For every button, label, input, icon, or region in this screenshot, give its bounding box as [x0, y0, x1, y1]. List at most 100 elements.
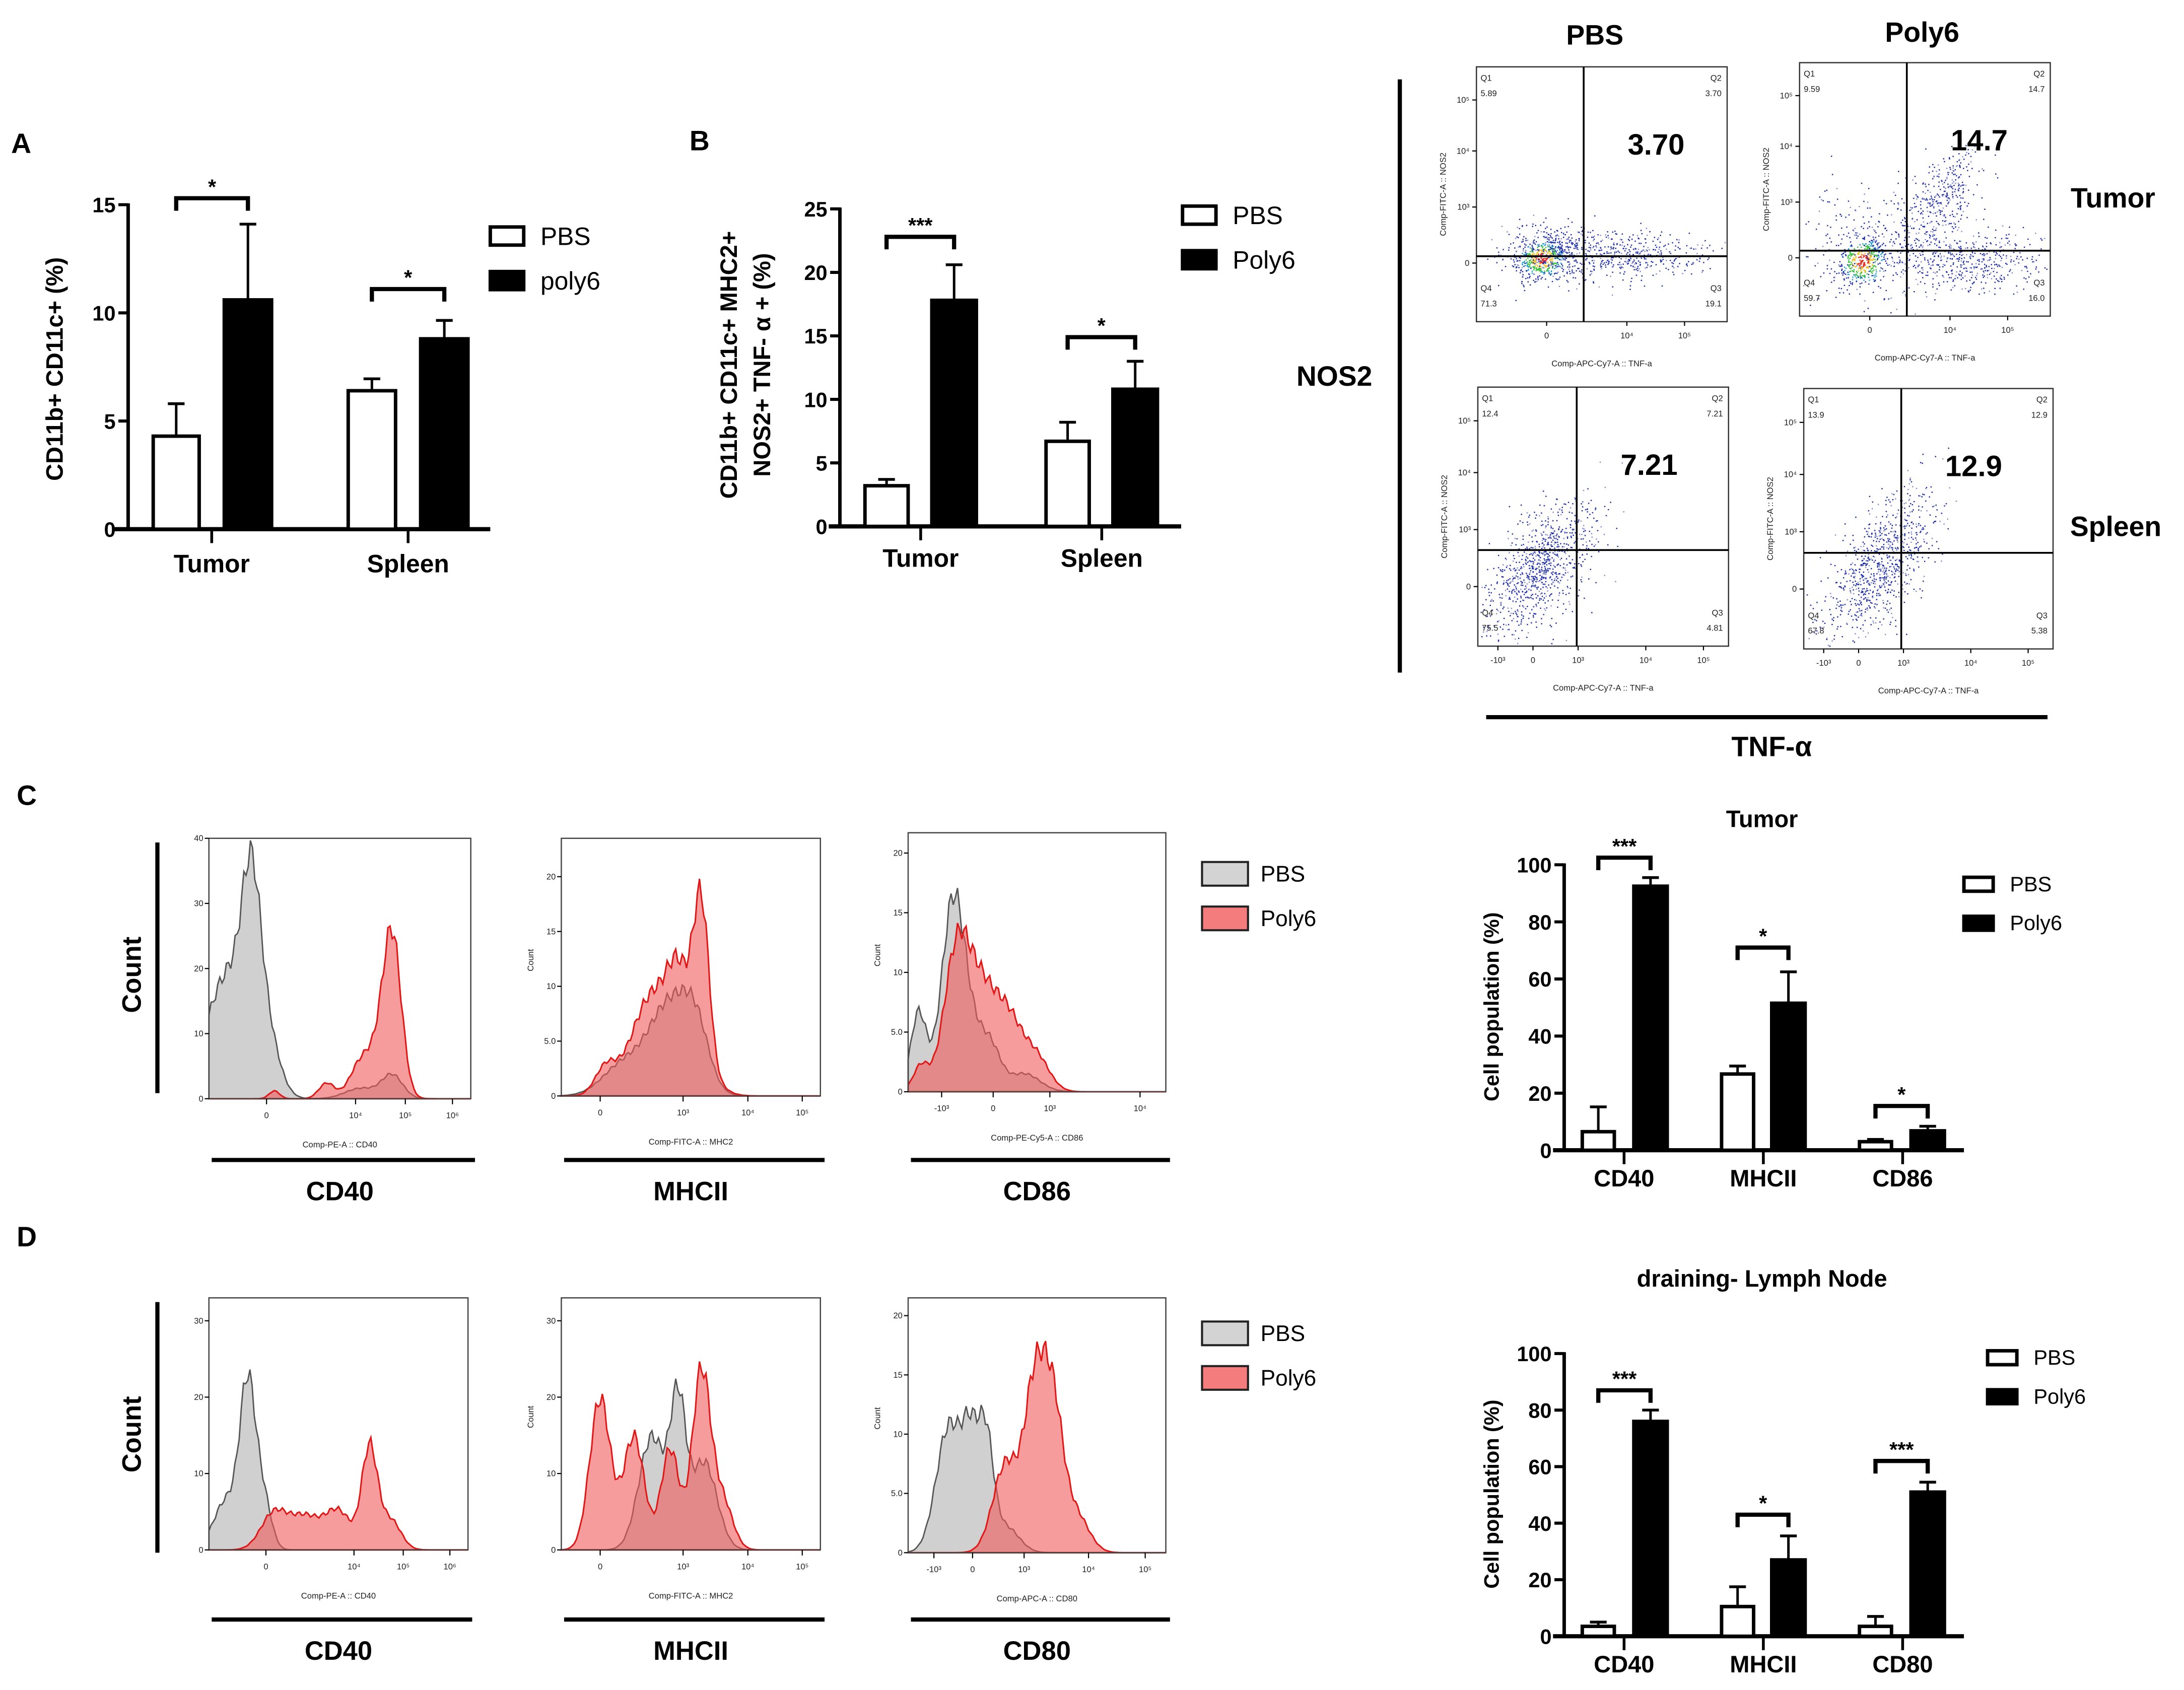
event-dot — [1496, 247, 1498, 249]
y-tick-label: 0 — [898, 1087, 903, 1097]
event-dot — [2028, 276, 2030, 278]
event-dot — [1839, 214, 1841, 216]
event-dot — [1531, 257, 1533, 258]
y-tick-label: 0 — [104, 518, 115, 541]
event-dot — [1928, 261, 1929, 263]
event-dot — [1991, 267, 1993, 269]
event-dot — [1578, 519, 1580, 521]
event-dot — [1896, 564, 1898, 566]
event-dot — [1995, 244, 1997, 246]
event-dot — [1658, 248, 1660, 250]
event-dot — [1554, 553, 1556, 555]
event-dot — [1593, 281, 1594, 283]
event-dot — [1556, 279, 1558, 280]
event-dot — [1875, 617, 1877, 619]
event-dot — [1543, 261, 1545, 262]
event-dot — [1853, 253, 1855, 255]
event-dot — [1599, 250, 1601, 251]
y-tick-label: 10 — [547, 1469, 556, 1478]
event-dot — [1530, 553, 1532, 555]
event-dot — [1529, 548, 1531, 549]
event-dot — [1552, 251, 1554, 253]
event-dot — [1545, 262, 1546, 264]
event-dot — [1552, 528, 1554, 529]
event-dot — [1843, 234, 1845, 236]
event-dot — [1948, 157, 1950, 159]
event-dot — [1926, 486, 1928, 488]
event-dot — [1937, 223, 1939, 224]
event-dot — [1890, 584, 1891, 586]
y-axis-title: Count — [526, 949, 535, 971]
y-tick-label: 10⁴ — [1457, 146, 1470, 156]
event-dot — [1575, 243, 1577, 244]
event-dot — [1607, 263, 1609, 265]
event-dot — [1879, 577, 1881, 579]
event-dot — [1872, 596, 1873, 598]
event-dot — [1957, 229, 1958, 231]
event-dot — [1924, 233, 1926, 235]
event-dot — [1560, 259, 1562, 261]
event-dot — [1512, 600, 1514, 602]
x-tick-label: 10⁵ — [796, 1108, 808, 1117]
event-dot — [1913, 570, 1915, 572]
marker-label: CD86 — [1003, 1177, 1071, 1207]
event-dot — [1847, 235, 1849, 237]
event-dot — [1537, 246, 1538, 248]
event-dot — [1532, 253, 1534, 255]
x-axis-title: Comp-APC-Cy7-A :: TNF-a — [1878, 686, 1979, 695]
event-dot — [1587, 236, 1589, 238]
event-dot — [1947, 186, 1949, 188]
event-dot — [1511, 591, 1513, 593]
event-dot — [1709, 245, 1711, 246]
event-dot — [1891, 493, 1893, 495]
event-dot — [1821, 609, 1823, 611]
event-dot — [1558, 573, 1560, 575]
event-dot — [2015, 245, 2017, 246]
event-dot — [1923, 198, 1925, 200]
event-dot — [1481, 587, 1483, 588]
event-dot — [1875, 579, 1877, 580]
event-dot — [1538, 267, 1540, 269]
event-dot — [1848, 232, 1850, 234]
event-dot — [1531, 254, 1533, 255]
event-dot — [1833, 261, 1835, 263]
event-dot — [1539, 599, 1540, 601]
event-dot — [1897, 535, 1898, 537]
event-dot — [1586, 541, 1587, 543]
event-dot — [1545, 496, 1547, 497]
event-dot — [1516, 594, 1518, 595]
event-dot — [1933, 505, 1935, 507]
y-axis-title: Comp-FITC-A :: NOS2 — [1761, 148, 1771, 231]
event-dot — [1947, 257, 1948, 259]
event-dot — [1547, 556, 1549, 558]
event-dot — [1647, 264, 1649, 266]
event-dot — [1966, 166, 1967, 168]
event-dot — [1546, 265, 1548, 267]
event-dot — [1509, 597, 1511, 598]
event-dot — [1848, 273, 1850, 275]
event-dot — [1515, 575, 1517, 577]
event-dot — [1972, 252, 1973, 254]
event-dot — [1870, 568, 1872, 570]
event-dot — [1881, 533, 1883, 534]
x-tick-label: -10³ — [1816, 658, 1831, 668]
event-dot — [1538, 546, 1540, 547]
event-dot — [1927, 245, 1929, 246]
event-dot — [1545, 570, 1547, 571]
event-dot — [1933, 230, 1935, 231]
event-dot — [1540, 578, 1541, 580]
event-dot — [1567, 587, 1568, 589]
event-dot — [1503, 564, 1504, 566]
event-dot — [1559, 247, 1561, 249]
event-dot — [1635, 269, 1637, 270]
chart-title: Tumor — [1726, 806, 1798, 832]
event-dot — [1531, 270, 1533, 272]
event-dot — [1557, 242, 1558, 243]
event-dot — [1561, 244, 1563, 246]
event-dot — [1600, 266, 1602, 268]
event-dot — [1915, 238, 1917, 240]
event-dot — [1886, 603, 1887, 605]
event-dot — [1926, 296, 1928, 298]
event-dot — [1864, 237, 1865, 239]
event-dot — [1942, 264, 1944, 265]
